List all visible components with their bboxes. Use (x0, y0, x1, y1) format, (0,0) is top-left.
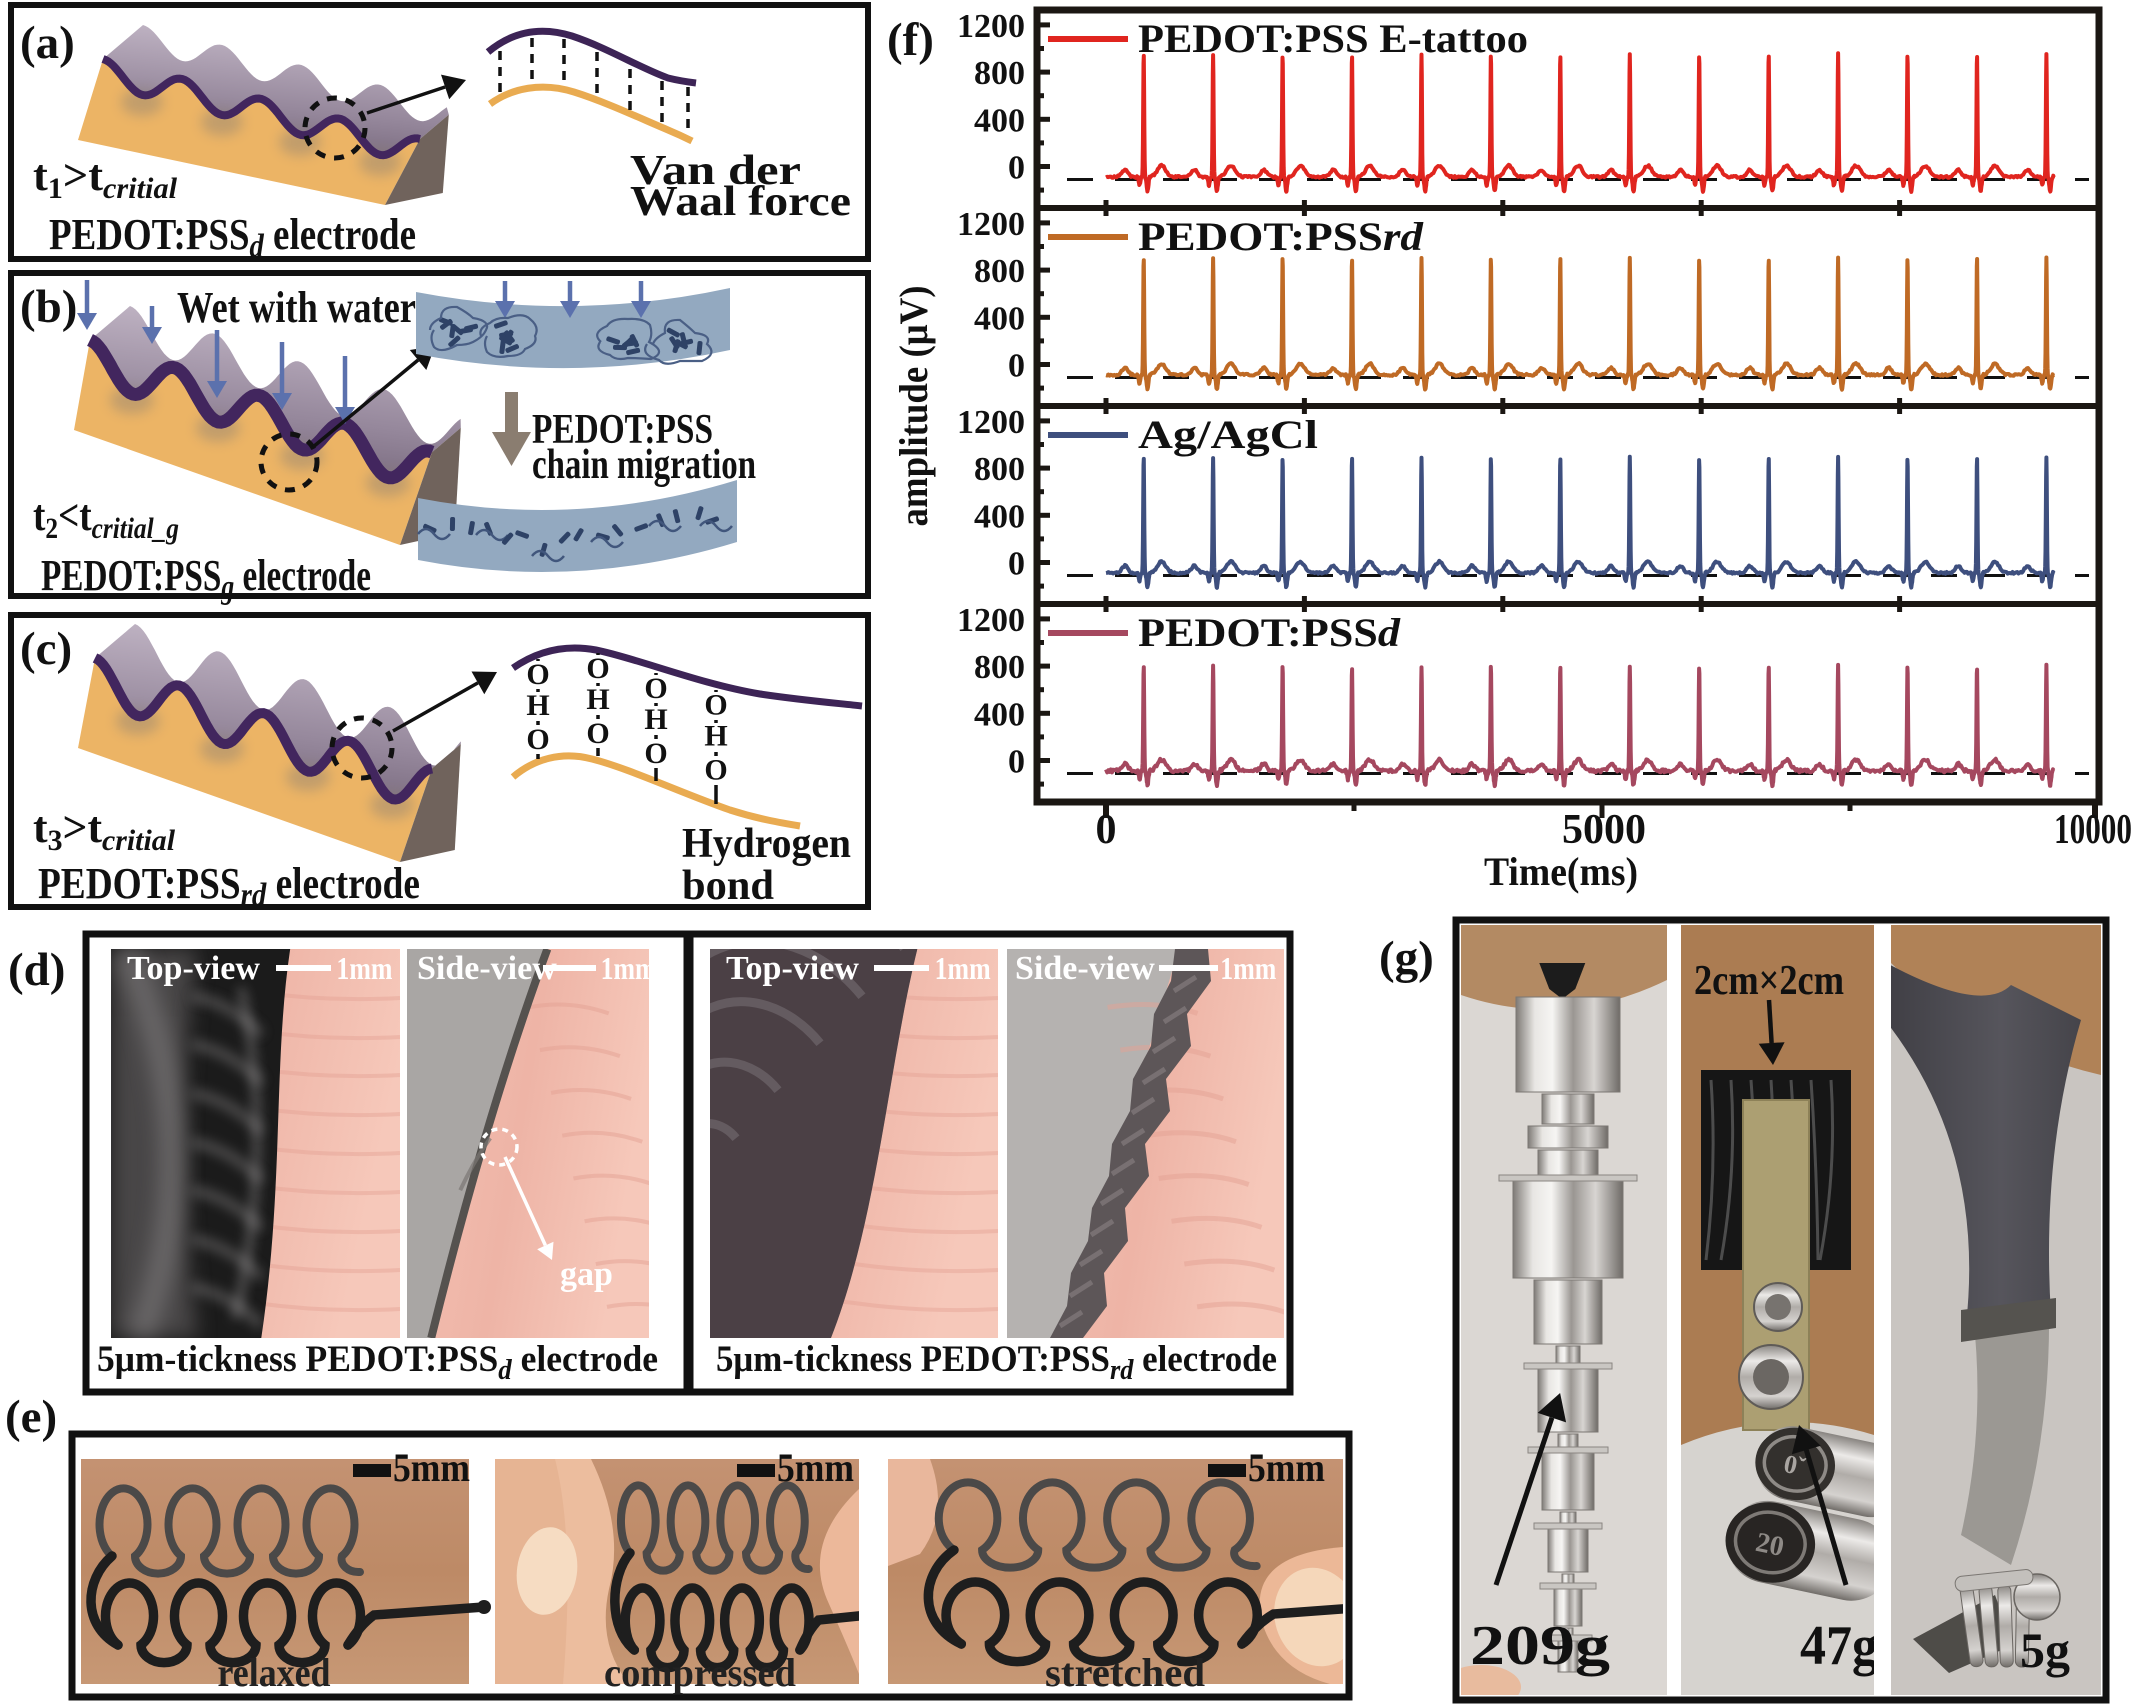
svg-text:O: O (644, 672, 667, 705)
svg-text:400: 400 (974, 300, 1025, 337)
svg-text:PEDOT:PSS E-tattoo: PEDOT:PSS E-tattoo (1138, 16, 1528, 61)
svg-text:1mm: 1mm (601, 950, 657, 986)
svg-text:Top-view: Top-view (127, 950, 260, 987)
svg-text:Top-view: Top-view (726, 950, 859, 987)
svg-text:O: O (704, 689, 727, 722)
svg-text:400: 400 (974, 696, 1025, 733)
svg-text:800: 800 (974, 55, 1025, 92)
svg-text:compressed: compressed (604, 1650, 796, 1695)
svg-text:H: H (704, 720, 727, 753)
svg-text:(c): (c) (20, 623, 72, 675)
svg-text:5mm: 5mm (777, 1445, 854, 1490)
svg-text:10000: 10000 (2054, 807, 2132, 853)
svg-text:800: 800 (974, 253, 1025, 290)
svg-text:relaxed: relaxed (218, 1650, 331, 1695)
svg-text:Time(ms): Time(ms) (1484, 849, 1638, 894)
svg-text:5mm: 5mm (393, 1445, 470, 1490)
svg-text:1200: 1200 (957, 404, 1025, 441)
svg-text:2cm×2cm: 2cm×2cm (1694, 958, 1844, 1004)
svg-text:stretched: stretched (1045, 1650, 1205, 1695)
svg-text:PEDOT:PSSd: PEDOT:PSS d (1138, 610, 1401, 655)
svg-text:1mm: 1mm (336, 950, 392, 986)
svg-text:1200: 1200 (957, 8, 1025, 45)
svg-text:0: 0 (1008, 150, 1025, 187)
svg-text:Side-view: Side-view (417, 950, 557, 987)
svg-text:5g: 5g (2020, 1622, 2070, 1678)
svg-text:1mm: 1mm (935, 950, 991, 986)
svg-text:400: 400 (974, 102, 1025, 139)
svg-text:1200: 1200 (957, 206, 1025, 243)
svg-text:400: 400 (974, 498, 1025, 535)
svg-text:PEDOT:PSS: PEDOT:PSS (532, 407, 713, 453)
svg-text:Waal force: Waal force (630, 179, 851, 225)
svg-text:Van der: Van der (630, 148, 801, 194)
svg-text:800: 800 (974, 649, 1025, 686)
svg-text:H: H (586, 683, 609, 716)
svg-text:(f): (f) (887, 14, 934, 66)
svg-text:800: 800 (974, 451, 1025, 488)
svg-text:5μm-tickness PEDOT:PSSd electr: 5μm-tickness PEDOT:PSSd electrode (97, 1339, 658, 1386)
svg-text:0: 0 (1008, 546, 1025, 583)
svg-text:0: 0 (1008, 348, 1025, 385)
svg-text:0: 0 (1096, 807, 1117, 853)
svg-text:Hydrogen: Hydrogen (682, 821, 851, 867)
svg-text:PEDOT:PSSg electrode: PEDOT:PSSg electrode (41, 551, 371, 606)
svg-text:20: 20 (1753, 1527, 1787, 1563)
svg-text:Side-view: Side-view (1015, 950, 1155, 987)
svg-text:H: H (644, 703, 667, 736)
svg-text:PEDOT:PSSrd electrode: PEDOT:PSSrd electrode (38, 859, 420, 914)
svg-text:5μm-tickness PEDOT:PSSrd elect: 5μm-tickness PEDOT:PSSrd electrode (716, 1339, 1277, 1386)
svg-text:(d): (d) (8, 944, 65, 996)
svg-text:chain migration: chain migration (532, 442, 756, 488)
svg-text:(a): (a) (20, 17, 75, 69)
svg-text:(g): (g) (1379, 932, 1434, 984)
svg-text:amplitude (μV): amplitude (μV) (891, 286, 936, 527)
svg-text:bond: bond (682, 863, 774, 909)
svg-text:gap: gap (560, 1256, 613, 1293)
svg-text:O: O (586, 717, 609, 750)
svg-text:PEDOT:PSSrd: PEDOT:PSS rd (1138, 214, 1424, 259)
svg-text:Wet with water: Wet with water (177, 283, 416, 332)
svg-text:1200: 1200 (957, 602, 1025, 639)
svg-text:O: O (586, 652, 609, 685)
svg-text:1mm: 1mm (1220, 950, 1276, 986)
svg-text:47g: 47g (1800, 1615, 1878, 1677)
svg-text:(b): (b) (20, 281, 77, 333)
svg-text:5mm: 5mm (1248, 1445, 1325, 1490)
svg-text:O: O (526, 658, 549, 691)
svg-text:H: H (526, 689, 549, 722)
svg-text:0: 0 (1008, 744, 1025, 781)
svg-text:Ag/AgCl: Ag/AgCl (1138, 412, 1318, 457)
svg-text:5000: 5000 (1562, 807, 1646, 853)
svg-text:(e): (e) (5, 1391, 57, 1443)
svg-text:O: O (704, 754, 727, 787)
svg-text:O: O (644, 737, 667, 770)
svg-text:O: O (526, 723, 549, 756)
svg-text:PEDOT:PSSd electrode: PEDOT:PSSd electrode (49, 210, 416, 265)
